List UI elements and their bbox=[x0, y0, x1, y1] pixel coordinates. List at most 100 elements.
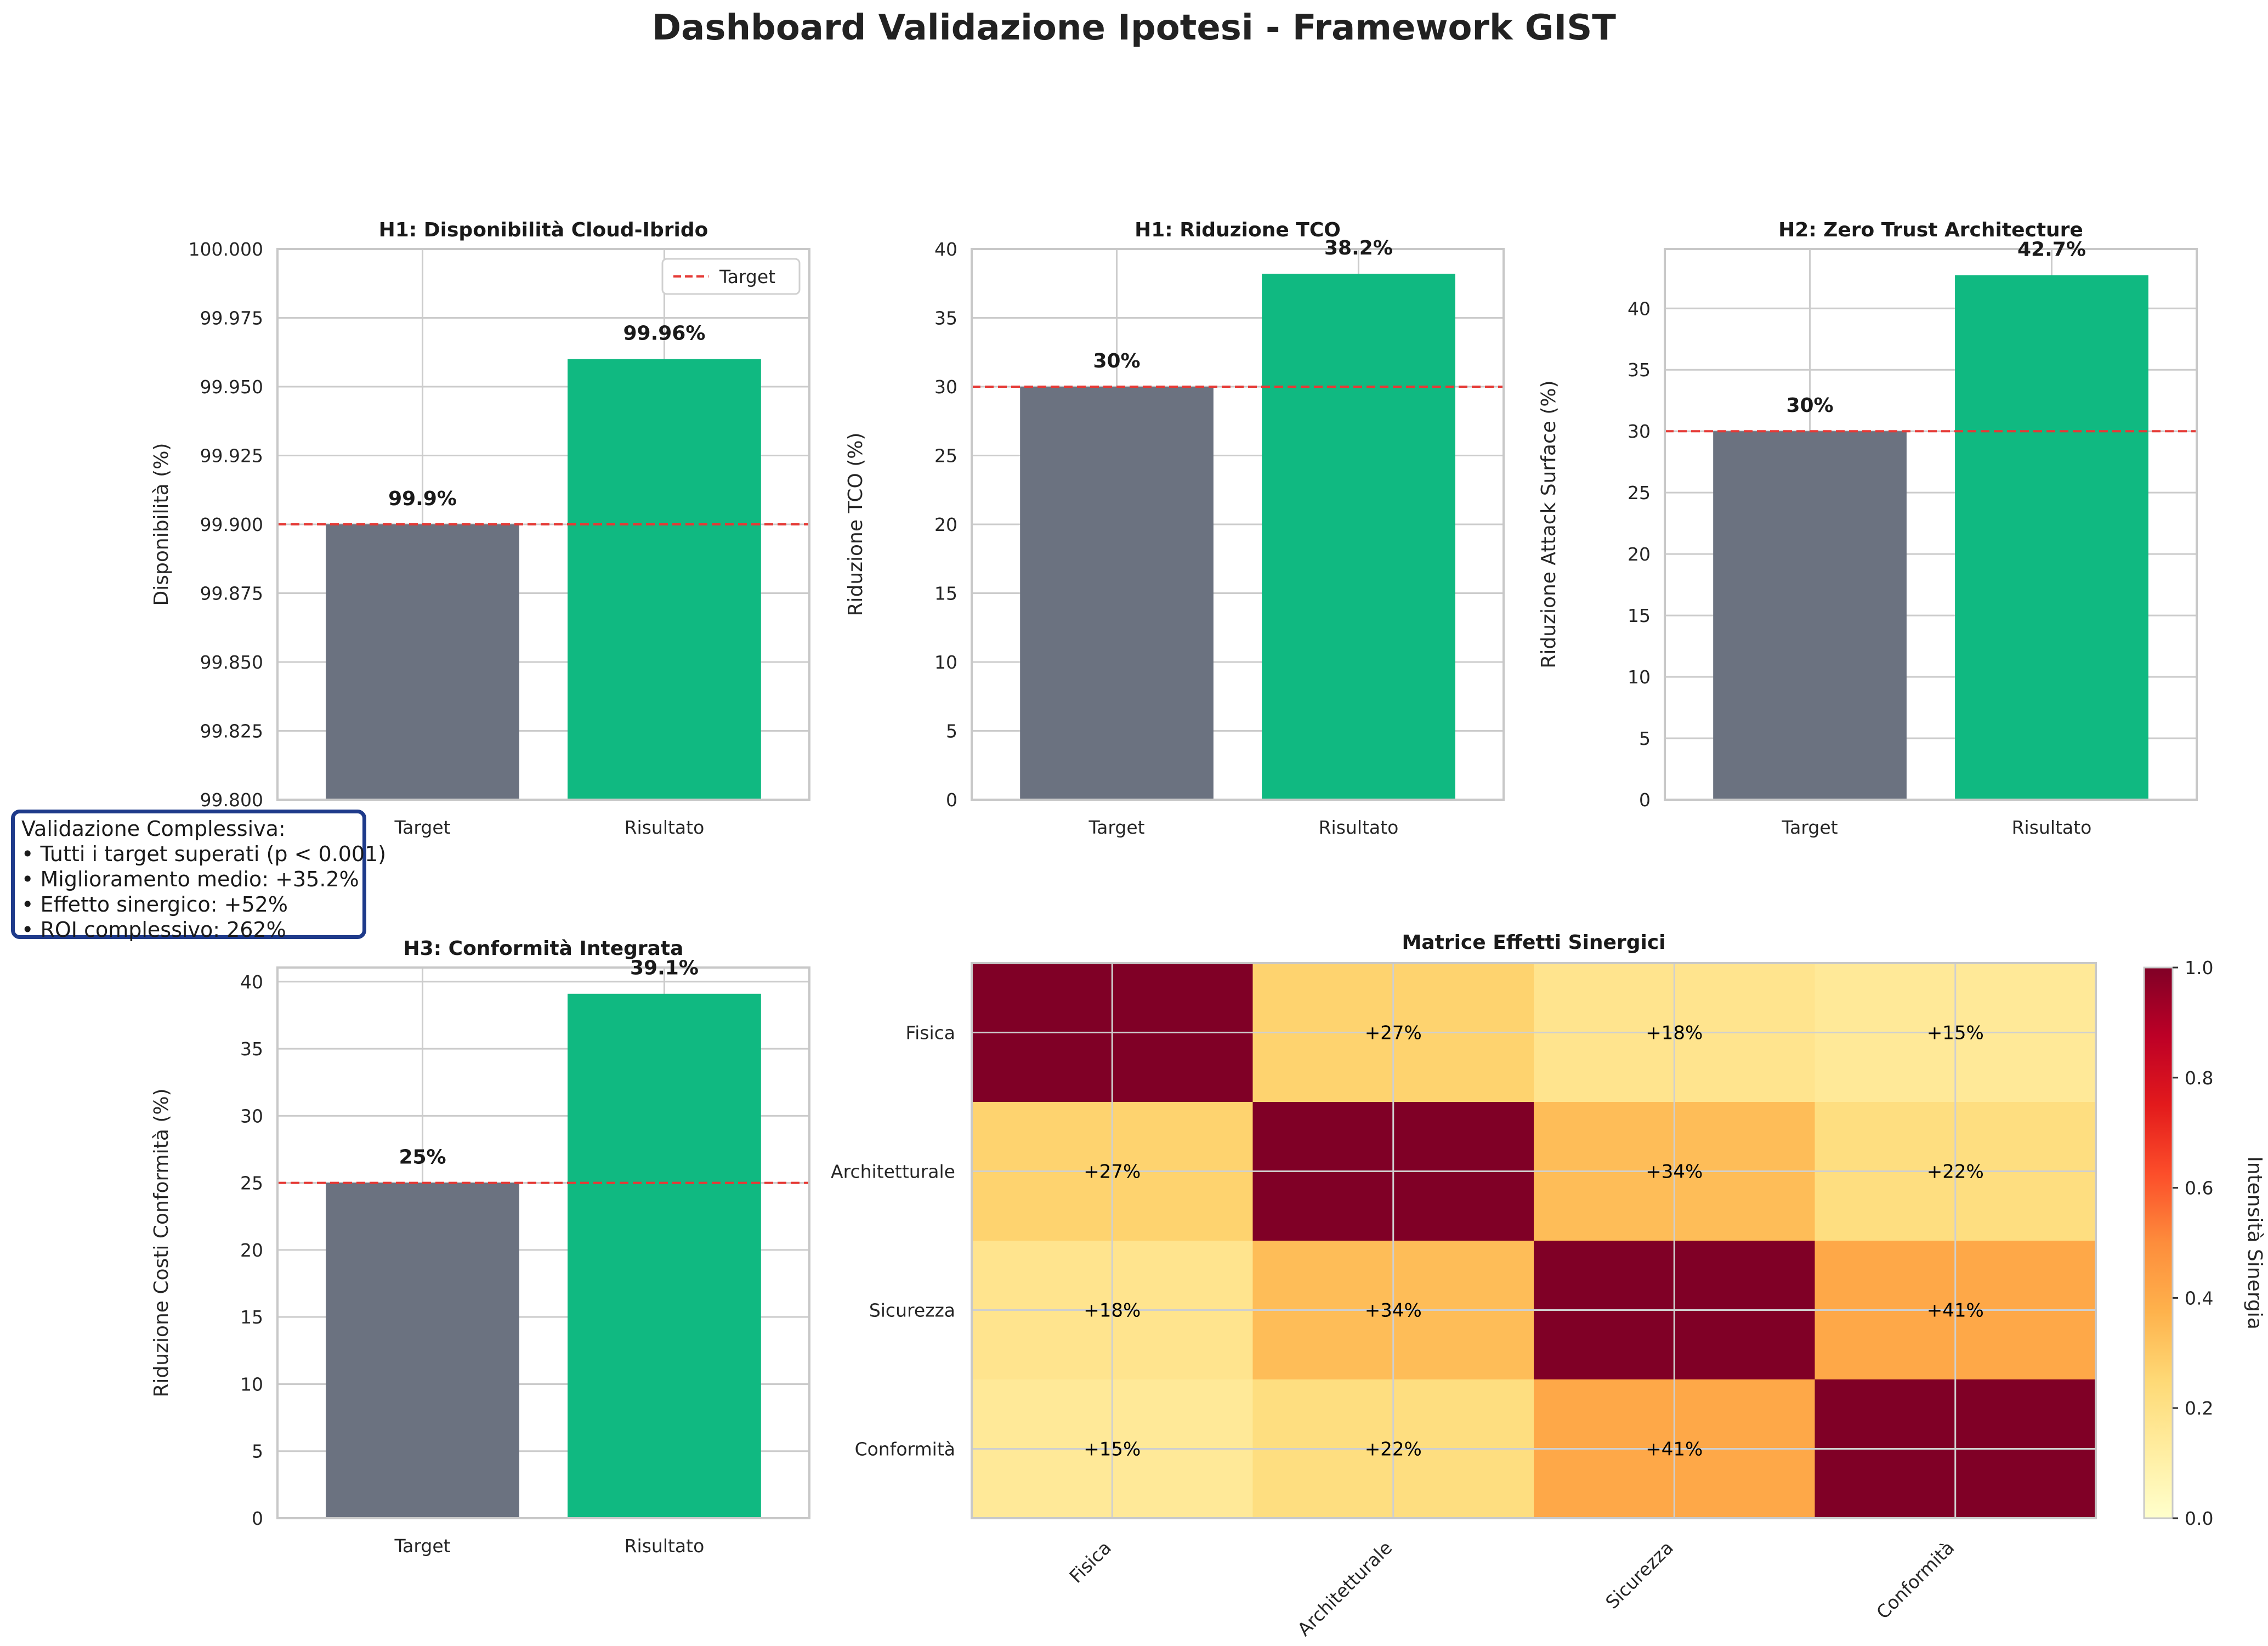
value-label: 38.2% bbox=[1324, 237, 1393, 259]
heatmap-cell-label: +22% bbox=[1365, 1439, 1422, 1461]
summary-line: • Effetto sinergico: +52% bbox=[21, 892, 288, 917]
y-tick-label: 15 bbox=[1628, 605, 1651, 626]
y-tick-label: 99.900 bbox=[200, 514, 263, 535]
y-tick-label: 30 bbox=[934, 376, 957, 398]
panel-title: H1: Riduzione TCO bbox=[1135, 219, 1341, 241]
colorbar-tick-label: 0.2 bbox=[2185, 1398, 2213, 1419]
y-tick-label: 25 bbox=[934, 445, 957, 467]
plot-frame bbox=[276, 248, 810, 801]
y-tick-label: 5 bbox=[1639, 728, 1651, 749]
heatmap-cell-label: +18% bbox=[1084, 1300, 1141, 1322]
heatmap-cell-label: +22% bbox=[1927, 1161, 1984, 1183]
colorbar-tick-label: 0.6 bbox=[2185, 1178, 2213, 1199]
heatmap-row-label: Conformità bbox=[855, 1439, 955, 1460]
colorbar-tick-label: 0.8 bbox=[2185, 1067, 2213, 1089]
y-tick-label: 99.950 bbox=[200, 376, 263, 398]
x-tick-label: Risultato bbox=[1319, 817, 1399, 838]
result-bar bbox=[568, 993, 761, 1518]
x-tick-label: Target bbox=[394, 1535, 450, 1557]
y-tick-label: 99.850 bbox=[200, 652, 263, 673]
y-axis-label: Disponibilità (%) bbox=[150, 443, 173, 606]
colorbar bbox=[2143, 966, 2174, 1519]
summary-box: Validazione Complessiva: • Tutti i targe… bbox=[11, 810, 387, 942]
x-tick-label: Risultato bbox=[2012, 817, 2092, 838]
y-tick-label: 100.000 bbox=[189, 239, 263, 260]
heatmap-column-label: Fisica bbox=[1065, 1537, 1115, 1587]
summary-line: • ROI complessivo: 262% bbox=[21, 918, 286, 942]
y-tick-label: 40 bbox=[240, 971, 263, 993]
y-tick-label: 35 bbox=[934, 308, 957, 329]
y-axis-label: Riduzione Attack Surface (%) bbox=[1538, 380, 1560, 668]
heatmap-title: Matrice Effetti Sinergici bbox=[1402, 931, 1665, 954]
y-tick-label: 40 bbox=[934, 239, 957, 260]
y-tick-label: 20 bbox=[1628, 544, 1651, 565]
y-axis-label: Riduzione TCO (%) bbox=[844, 432, 867, 616]
x-tick-label: Target bbox=[1781, 817, 1838, 838]
plot-frame bbox=[1664, 248, 2198, 801]
target-bar bbox=[1713, 431, 1907, 800]
y-tick-label: 99.975 bbox=[200, 308, 263, 329]
panel-title: H3: Conformità Integrata bbox=[404, 937, 684, 960]
colorbar-label: Intensità Sinergia bbox=[2243, 1156, 2266, 1330]
heatmap-column-label: Sicurezza bbox=[1601, 1537, 1677, 1613]
heatmap-column-label: Conformità bbox=[1872, 1537, 1958, 1623]
y-tick-label: 40 bbox=[1628, 298, 1651, 319]
value-label: 99.96% bbox=[623, 323, 705, 345]
colorbar-tick-label: 1.0 bbox=[2185, 957, 2213, 978]
y-tick-label: 0 bbox=[252, 1508, 263, 1529]
heatmap-column-label: Architetturale bbox=[1293, 1537, 1396, 1640]
result-bar bbox=[1262, 274, 1455, 800]
y-tick-label: 15 bbox=[934, 583, 957, 604]
y-tick-label: 25 bbox=[240, 1173, 263, 1194]
y-tick-label: 20 bbox=[934, 514, 957, 535]
y-tick-label: 99.825 bbox=[200, 721, 263, 742]
heatmap-cell-label: +18% bbox=[1646, 1022, 1703, 1044]
heatmap-row-label: Architetturale bbox=[831, 1161, 955, 1183]
value-label: 39.1% bbox=[630, 957, 699, 980]
y-tick-label: 0 bbox=[946, 789, 957, 811]
y-tick-label: 0 bbox=[1639, 789, 1651, 811]
heatmap-cell-label: +41% bbox=[1646, 1439, 1703, 1461]
y-tick-label: 20 bbox=[240, 1240, 263, 1261]
y-tick-label: 35 bbox=[240, 1038, 263, 1060]
heatmap-cell-label: +27% bbox=[1084, 1161, 1141, 1183]
summary-title: Validazione Complessiva: bbox=[21, 817, 286, 841]
y-tick-label: 10 bbox=[1628, 666, 1651, 688]
heatmap-cell-label: +34% bbox=[1365, 1300, 1422, 1322]
heatmap-cell-label: +41% bbox=[1927, 1300, 1984, 1322]
y-tick-label: 99.875 bbox=[200, 583, 263, 604]
heatmap-cell-label: +15% bbox=[1084, 1439, 1141, 1461]
legend-box bbox=[661, 258, 801, 295]
colorbar-tick-label: 0.4 bbox=[2185, 1287, 2213, 1309]
y-tick-label: 10 bbox=[934, 652, 957, 673]
panel-title: H1: Disponibilità Cloud-Ibrido bbox=[379, 219, 708, 241]
heatmap-cell-label: +15% bbox=[1927, 1022, 1984, 1044]
y-tick-label: 10 bbox=[240, 1373, 263, 1395]
y-tick-label: 30 bbox=[240, 1105, 263, 1127]
heatmap-cell-label: +34% bbox=[1646, 1161, 1703, 1183]
x-tick-label: Target bbox=[394, 817, 450, 838]
value-label: 25% bbox=[399, 1146, 446, 1169]
colorbar-tick-label: 0.0 bbox=[2185, 1508, 2213, 1529]
x-tick-label: Risultato bbox=[625, 817, 705, 838]
plot-frame bbox=[276, 966, 810, 1519]
plot-frame bbox=[971, 248, 1505, 801]
target-bar bbox=[326, 524, 519, 800]
y-tick-label: 99.800 bbox=[200, 789, 263, 811]
heatmap-row-label: Fisica bbox=[906, 1022, 955, 1044]
result-bar bbox=[1955, 275, 2148, 800]
y-tick-label: 35 bbox=[1628, 359, 1651, 381]
y-axis-label: Riduzione Costi Conformità (%) bbox=[150, 1088, 173, 1397]
heatmap-frame bbox=[971, 962, 2097, 1519]
y-tick-label: 15 bbox=[240, 1306, 263, 1328]
panel-title: H2: Zero Trust Architecture bbox=[1778, 219, 2083, 241]
value-label: 30% bbox=[1786, 394, 1833, 417]
legend-label: Target bbox=[719, 266, 775, 287]
y-tick-label: 5 bbox=[252, 1441, 263, 1462]
y-tick-label: 5 bbox=[946, 721, 957, 742]
heatmap-cell-label: +27% bbox=[1365, 1022, 1422, 1044]
target-bar bbox=[326, 1183, 519, 1518]
target-bar bbox=[1020, 387, 1214, 800]
summary-line: • Tutti i target superati (p < 0.001) bbox=[21, 842, 387, 866]
